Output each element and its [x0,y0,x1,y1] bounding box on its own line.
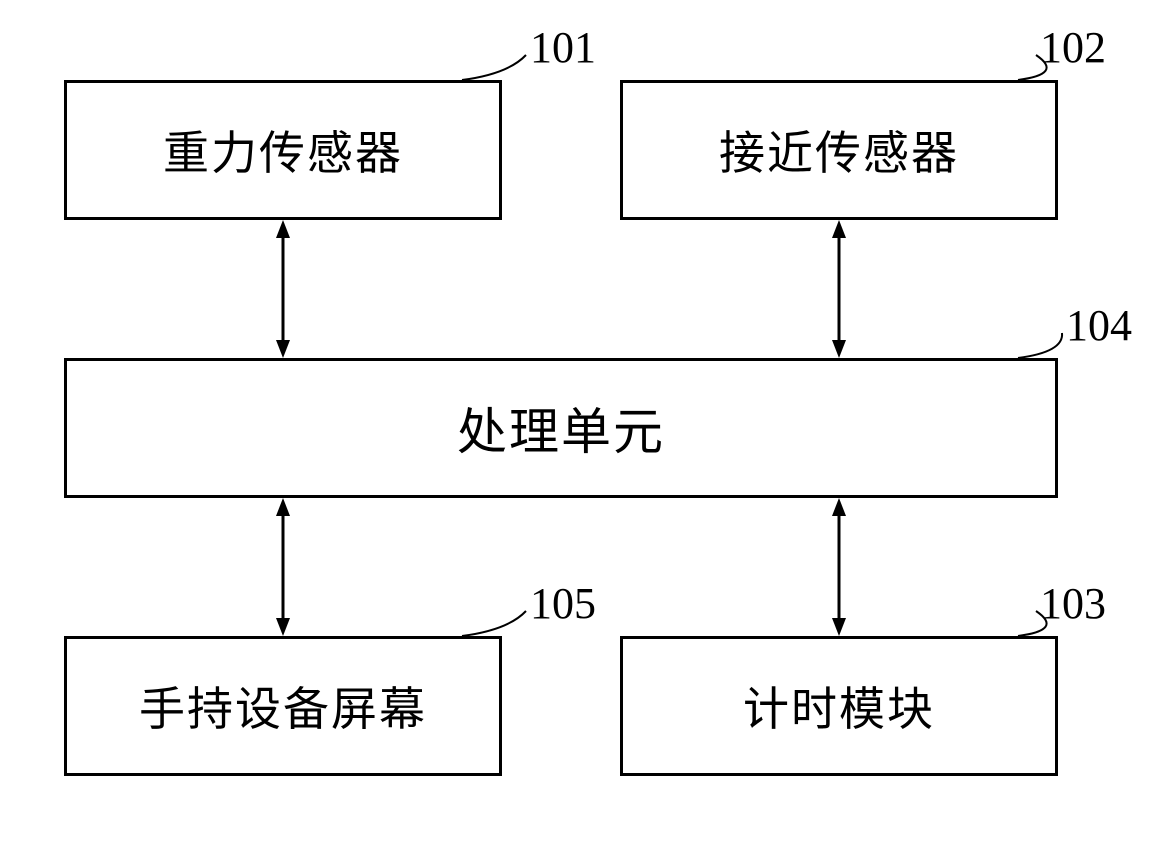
callout-103: 103 [1040,578,1106,629]
box-device-screen-label: 手持设备屏幕 [139,673,427,739]
box-proximity-sensor-label: 接近传感器 [719,117,959,183]
callout-102: 102 [1040,22,1106,73]
callout-101: 101 [530,22,596,73]
box-proximity-sensor: 接近传感器 [620,80,1058,220]
callout-104: 104 [1066,300,1132,351]
box-device-screen: 手持设备屏幕 [64,636,502,776]
box-processing-unit: 处理单元 [64,358,1058,498]
block-diagram: 重力传感器 接近传感器 处理单元 手持设备屏幕 计时模块 101 102 104… [0,0,1168,859]
callout-105: 105 [530,578,596,629]
box-timer-module: 计时模块 [620,636,1058,776]
box-processing-unit-label: 处理单元 [457,392,665,464]
box-gravity-sensor-label: 重力传感器 [163,117,403,183]
box-timer-module-label: 计时模块 [743,673,935,739]
box-gravity-sensor: 重力传感器 [64,80,502,220]
